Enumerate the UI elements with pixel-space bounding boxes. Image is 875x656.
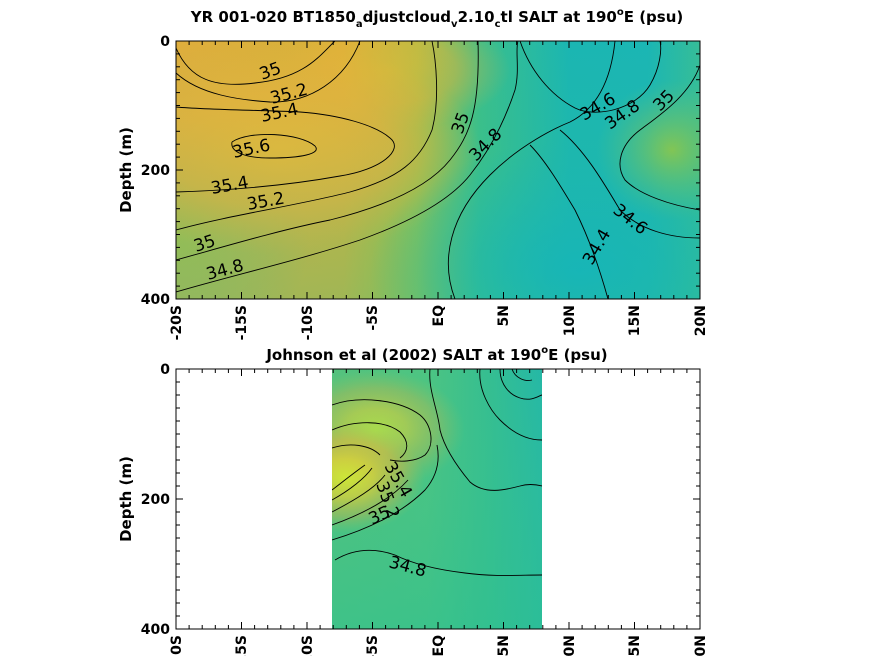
top-contour-34.6-lower <box>559 129 700 239</box>
top-ytick-400: 400 <box>141 292 170 308</box>
bot-xtick-8: 20N <box>693 635 709 656</box>
bottom-field <box>332 369 542 629</box>
top-ylabel: Depth (m) <box>117 127 135 213</box>
bot-xtick-7: 15N <box>627 635 643 656</box>
top-contour-34.8-low <box>176 41 519 293</box>
bot-contour-g <box>332 479 409 526</box>
bot-contour-i <box>429 369 542 491</box>
bot-xtick-4: EQ <box>431 635 447 656</box>
top-xtick-1: -15S <box>234 305 250 340</box>
bot-contour-f <box>332 474 386 513</box>
bot-xtick-3: -5S <box>365 635 381 656</box>
top-contour-34.4 <box>529 144 609 299</box>
top-xtick-8: 20N <box>693 305 709 336</box>
bottom-title-sup: o <box>541 345 548 356</box>
top-title-part3: 2.10 <box>458 8 495 26</box>
top-ytick-0: 0 <box>160 34 170 50</box>
top-contour-34.8-right <box>447 41 616 299</box>
top-title-part5: E (psu) <box>624 8 684 26</box>
top-y-ticklabels: 0 200 400 <box>141 34 170 308</box>
top-contour-35.4-upper <box>176 106 395 193</box>
bottom-title: Johnson et al (2002) SALT at 190oE (psu) <box>265 345 607 364</box>
top-contour-35-mid <box>176 41 479 261</box>
top-title-sub3: c <box>495 19 501 30</box>
top-title-sub2: v <box>451 19 458 30</box>
bot-xtick-5: 5N <box>496 635 512 656</box>
bot-contour-e <box>332 467 373 501</box>
top-x-ticklabels: -20S -15S -10S -5S EQ 5N 10N 15N 20N <box>169 305 709 340</box>
top-xtick-0: -20S <box>169 305 185 340</box>
top-contour-35.2-mid <box>176 41 438 231</box>
bot-xtick-2: -10S <box>300 635 316 656</box>
bot-contour-j <box>479 369 542 441</box>
bot-xtick-6: 10N <box>562 635 578 656</box>
top-xtick-7: 15N <box>627 305 643 336</box>
bottom-y-ticklabels: 0 200 400 <box>141 362 170 638</box>
top-contour-35.6 <box>231 134 317 159</box>
bot-contour-c <box>332 444 381 456</box>
bot-contour-h <box>332 444 439 541</box>
top-title-part1: YR 001-020 BT1850 <box>190 8 356 26</box>
top-contour-35.2-upper <box>176 41 361 103</box>
bot-contour-l <box>511 369 533 381</box>
top-title: YR 001-020 BT1850adjustcloudv2.10ctl SAL… <box>190 7 684 30</box>
bot-contour-m <box>334 549 542 576</box>
top-xtick-4: EQ <box>431 305 447 327</box>
top-ytick-200: 200 <box>141 163 170 179</box>
top-contour-35-upper <box>176 41 336 85</box>
top-contours <box>176 41 700 299</box>
bot-xtick-0: -20S <box>169 635 185 656</box>
top-title-sub1: a <box>356 19 363 30</box>
bot-ytick-200: 200 <box>141 492 170 508</box>
bot-contour-d <box>332 464 366 491</box>
top-axis-ticks <box>175 40 701 300</box>
bot-ytick-0: 0 <box>160 362 170 378</box>
top-xtick-3: -5S <box>365 305 381 331</box>
top-title-part2: djustcloud <box>363 8 451 26</box>
bottom-title-part1: Johnson et al (2002) SALT at 190 <box>265 346 541 364</box>
bot-xtick-1: -15S <box>234 635 250 656</box>
bottom-contours <box>332 369 542 576</box>
top-xtick-5: 5N <box>496 305 512 326</box>
top-xtick-6: 10N <box>562 305 578 336</box>
bot-contour-b <box>332 422 408 459</box>
top-title-part4: tl SALT at 190 <box>501 8 617 26</box>
bottom-title-part2: E (psu) <box>548 346 608 364</box>
bottom-axis-ticks <box>175 368 701 630</box>
bot-ytick-400: 400 <box>141 622 170 638</box>
top-contour-35-right <box>619 64 700 211</box>
top-field <box>176 41 700 299</box>
bottom-ylabel: Depth (m) <box>117 456 135 542</box>
top-title-sup: o <box>617 7 624 18</box>
top-xtick-2: -10S <box>300 305 316 340</box>
bottom-x-ticklabels: -20S -15S -10S -5S EQ 5N 10N 15N 20N <box>169 635 709 656</box>
bot-contour-a <box>332 399 432 462</box>
top-contour-34.6-upper <box>519 41 662 113</box>
bot-contour-k <box>499 369 542 400</box>
